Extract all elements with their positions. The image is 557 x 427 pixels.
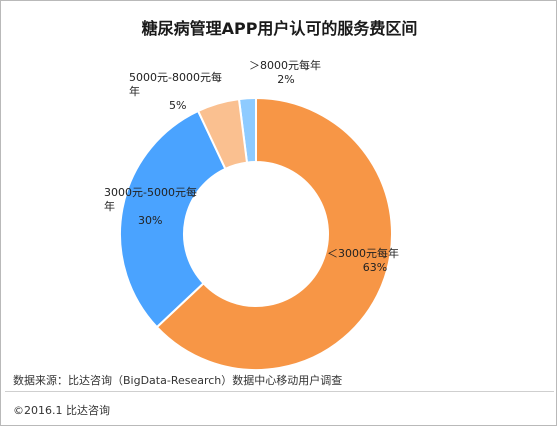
- slice-name: ＞8000元每年: [249, 59, 321, 72]
- slice-percent: 30%: [138, 214, 163, 227]
- chart-title: 糖尿病管理APP用户认可的服务费区间: [141, 19, 418, 38]
- source-note: 数据来源：比达咨询（BigData-Research）数据中心移动用户调查: [13, 374, 343, 387]
- slice-label-5000-8000: 5000元-8000元每年 5%: [129, 71, 229, 113]
- copyright-text: ©2016.1 比达咨询: [13, 404, 110, 417]
- slice-percent: 2%: [277, 73, 295, 86]
- footer-divider: [5, 391, 554, 392]
- slice-label-lt3000: ＜3000元每年 63%: [327, 247, 407, 275]
- slice-label-3000-5000: 3000元-5000元每年 30%: [104, 186, 204, 228]
- slice-3000-5000: [119, 109, 227, 329]
- slice-label-gt8000: ＞8000元每年 2%: [249, 59, 329, 87]
- slice-5000-8000: [196, 97, 249, 171]
- slice-name: 5000元-8000元每年: [129, 71, 222, 98]
- slice-lt3000: [155, 96, 393, 371]
- slice-percent: 5%: [169, 99, 187, 112]
- slice-name: ＜3000元每年: [327, 247, 399, 260]
- slice-percent: 63%: [362, 261, 388, 274]
- slice-name: 3000元-5000元每年: [104, 186, 197, 213]
